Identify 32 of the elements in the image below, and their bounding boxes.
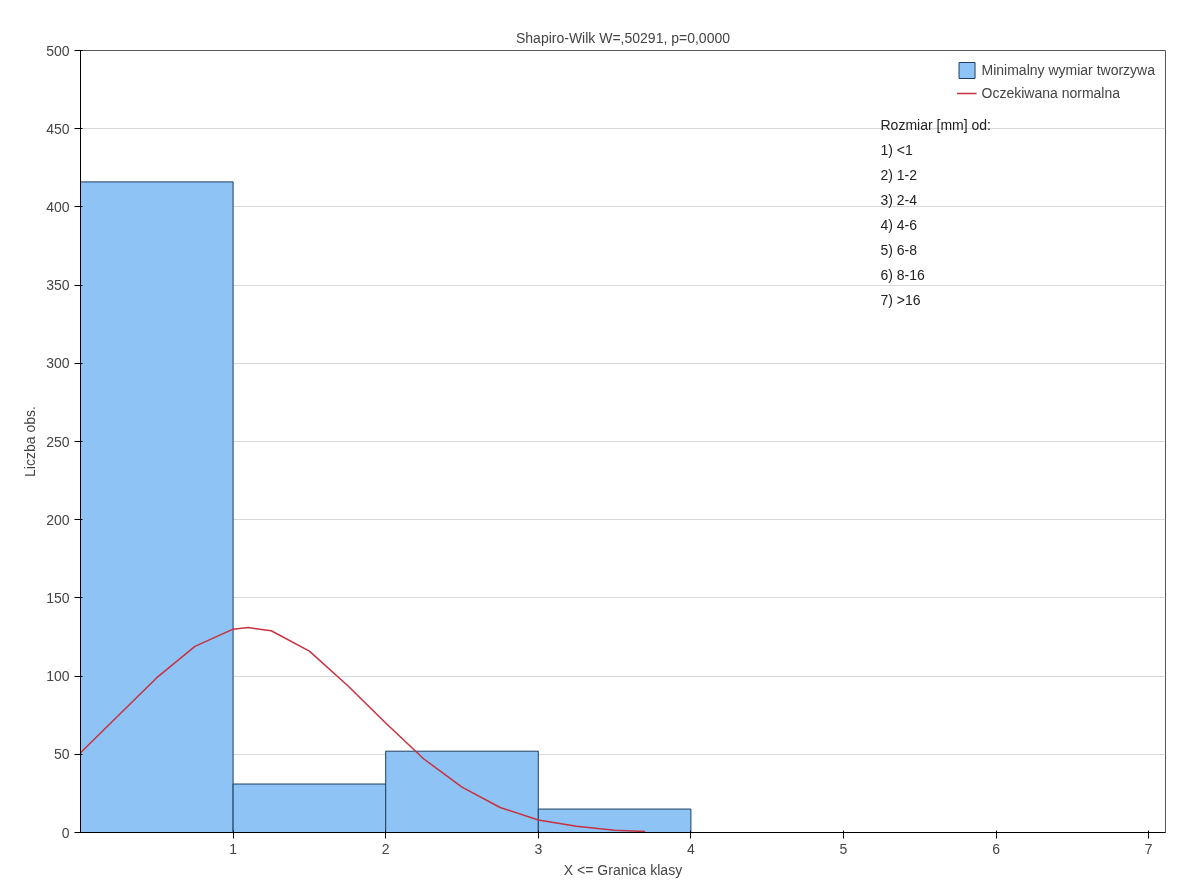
y-tick-label: 350 (46, 277, 70, 294)
annotation: 3) 2-4 (880, 191, 918, 208)
annotation: 2) 1-2 (880, 166, 918, 183)
line-series (80, 626, 646, 833)
y-tick-label: 500 (46, 42, 70, 59)
annotation: 5) 6-8 (880, 241, 918, 258)
y-tick-label: 100 (46, 668, 70, 685)
annotation: 4) 4-6 (880, 216, 918, 233)
legend-label: Oczekiwana normalna (981, 85, 1121, 101)
y-tick-label: 0 (61, 824, 70, 841)
y-tick-label: 50 (53, 746, 70, 763)
y-tick-label: 200 (46, 511, 70, 528)
y-tick-label: 300 (46, 355, 70, 372)
y-tick-label: 150 (46, 589, 70, 606)
annotation: 7) >16 (880, 291, 921, 308)
chart-title: Shapiro-Wilk W=,50291, p=0,0000 (515, 29, 731, 46)
x-tick-label: 4 (687, 840, 696, 857)
legend-label: Minimalny wymiar tworzywa (981, 62, 1155, 78)
y-tick-label: 250 (46, 433, 70, 450)
x-axis-title: X <= Granica klasy (563, 861, 683, 878)
annotation: 6) 8-16 (880, 266, 926, 283)
x-tick-label: 1 (229, 840, 238, 857)
x-tick-label: 5 (839, 840, 848, 857)
annotation: Rozmiar [mm] od: (880, 116, 991, 133)
x-tick-label: 7 (1144, 840, 1153, 857)
x-tick-label: 2 (381, 840, 390, 857)
x-tick-label: 3 (534, 840, 543, 857)
x-tick-label: 6 (992, 840, 1001, 857)
y-tick-label: 450 (46, 120, 70, 137)
y-axis-title: Liczba obs. (22, 406, 39, 477)
annotation: 1) <1 (880, 141, 914, 158)
y-tick-label: 400 (46, 198, 70, 215)
